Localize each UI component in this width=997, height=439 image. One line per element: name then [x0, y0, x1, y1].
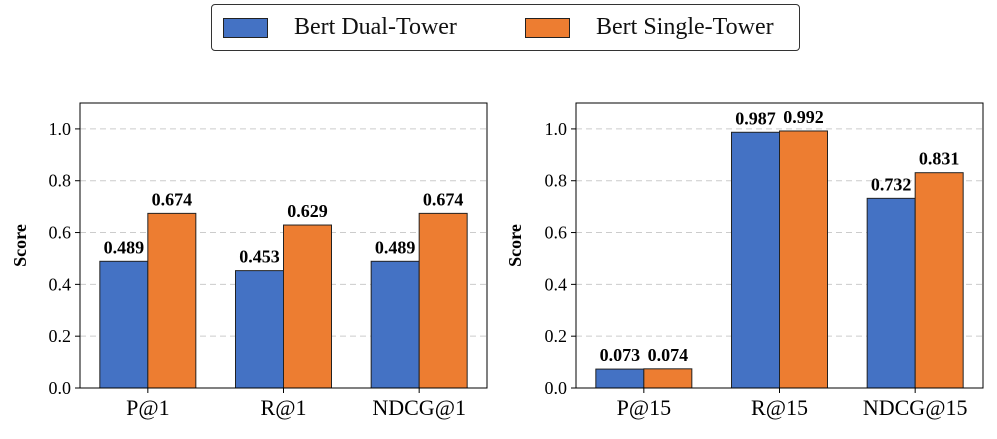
- chart-1-ytick-label: 0.4: [49, 274, 72, 294]
- chart-1-bar-dual: [370, 260, 420, 389]
- chart-2-bar-single: [779, 130, 828, 389]
- chart-2-ytick-label: 1.0: [545, 119, 568, 139]
- chart-2-bar-single: [914, 172, 964, 389]
- chart-1-bar-dual: [99, 260, 149, 389]
- chart-2-bar-single: [643, 368, 693, 389]
- chart-2-data-label: 0.732: [871, 174, 912, 194]
- chart-1-bar-single: [283, 224, 332, 389]
- chart-legend: Bert Dual-Tower Bert Single-Tower: [211, 4, 800, 51]
- chart-2-data-label: 0.074: [648, 345, 689, 365]
- legend-swatch-single-tower: [525, 17, 570, 38]
- chart-2-ytick-label: 0.4: [545, 274, 568, 294]
- legend-label-dual-tower: Bert Dual-Tower: [294, 14, 457, 40]
- legend-item-single-tower: Bert Single-Tower: [525, 5, 774, 50]
- chart-1-xtick-label: P@1: [126, 395, 170, 420]
- chart-1-ytick-label: 1.0: [49, 119, 72, 139]
- chart-1-data-label: 0.453: [239, 247, 280, 267]
- chart-2-xtick-label: R@15: [751, 395, 808, 420]
- chart-1-bar-dual: [235, 270, 284, 389]
- chart-1-y-axis-label: Score: [10, 224, 30, 267]
- chart-1-ytick-label: 0.0: [49, 378, 72, 398]
- chart-2-y-axis-label: Score: [505, 224, 525, 267]
- legend-label-single-tower: Bert Single-Tower: [596, 14, 774, 40]
- chart-2-bar-dual: [731, 131, 780, 389]
- chart-1-ytick-label: 0.6: [49, 223, 72, 243]
- chart-2-ytick-label: 0.8: [545, 171, 568, 191]
- chart-1-data-label: 0.489: [375, 237, 416, 257]
- chart-2-axes-frame: [575, 102, 984, 389]
- chart-1-bar-single: [147, 212, 197, 389]
- chart-2-data-label: 0.831: [919, 149, 960, 169]
- chart-1-data-label: 0.489: [104, 237, 145, 257]
- chart-2-xtick-label: P@15: [617, 395, 672, 420]
- chart-1-ytick-label: 0.2: [49, 326, 72, 346]
- chart-1-bar-single: [418, 212, 468, 389]
- chart-1-data-label: 0.674: [423, 189, 464, 209]
- chart-1-xtick-label: NDCG@1: [372, 395, 466, 420]
- chart-2-ytick-label: 0.0: [545, 378, 568, 398]
- chart-2-bar-dual: [595, 368, 645, 389]
- chart-1-data-label: 0.629: [287, 201, 328, 221]
- chart-2-data-label: 0.987: [735, 108, 776, 128]
- legend-swatch-dual-tower: [223, 17, 268, 38]
- chart-2-bar-dual: [866, 197, 916, 389]
- chart-2-ytick-label: 0.6: [545, 223, 568, 243]
- legend-item-dual-tower: Bert Dual-Tower: [223, 5, 457, 50]
- chart-2-data-label: 0.073: [600, 345, 641, 365]
- chart-2-ytick-label: 0.2: [545, 326, 568, 346]
- chart-1-xtick-label: R@1: [261, 395, 307, 420]
- chart-1-axes-frame: [79, 102, 488, 389]
- chart-1-ytick-label: 0.8: [49, 171, 72, 191]
- chart-2-xtick-label: NDCG@15: [863, 395, 968, 420]
- chart-1-data-label: 0.674: [152, 189, 193, 209]
- chart-2-data-label: 0.992: [783, 107, 824, 127]
